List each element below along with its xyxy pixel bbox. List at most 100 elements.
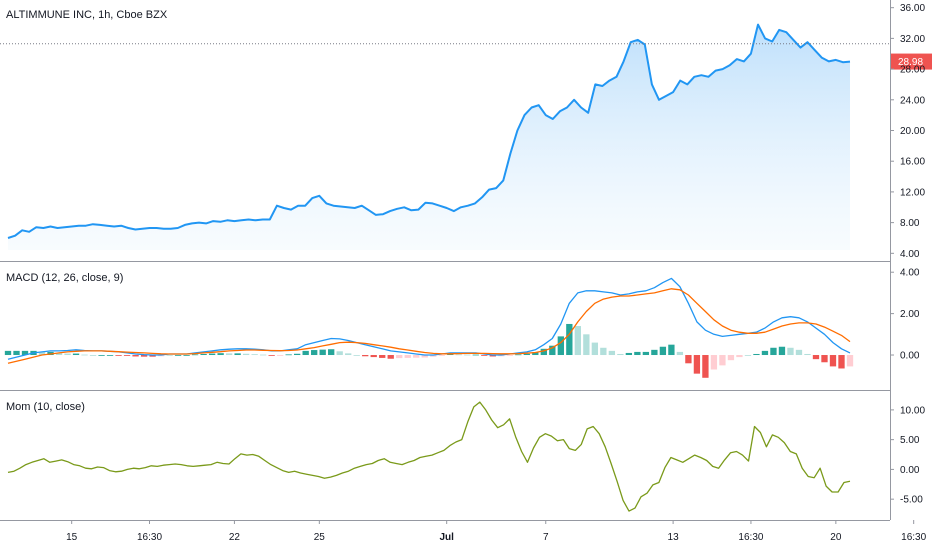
macd-histogram-bar — [174, 355, 182, 356]
macd-histogram-bar — [753, 353, 760, 356]
macd-histogram-bar — [566, 323, 573, 356]
macd-histogram-bar — [489, 355, 496, 357]
last-price-tag — [891, 53, 932, 70]
y-tick-label: 0.00 — [900, 351, 920, 362]
macd-histogram-bar — [421, 355, 428, 358]
macd-histogram-bar — [336, 351, 343, 356]
macd-histogram-bar — [277, 355, 284, 356]
macd-histogram-bar — [804, 353, 811, 356]
macd-histogram-bar — [183, 355, 190, 356]
y-tick-label: 20.00 — [900, 126, 925, 137]
y-tick-label: 0.00 — [900, 465, 920, 476]
macd-histogram-bar — [259, 354, 267, 356]
macd-histogram-bar — [98, 355, 105, 356]
y-tick-label: 5.00 — [900, 435, 920, 446]
macd-histogram-bar — [64, 353, 71, 356]
macd-histogram-bar — [481, 355, 488, 356]
y-tick-label: 12.00 — [900, 187, 925, 198]
macd-histogram-bar — [838, 355, 845, 369]
y-tick-label: 32.00 — [900, 34, 925, 45]
macd-histogram-bar — [294, 353, 301, 356]
macd-histogram-bar — [191, 354, 199, 356]
macd-histogram-bar — [600, 347, 607, 356]
macd-histogram-bar — [540, 348, 547, 356]
macd-histogram-bar — [574, 326, 581, 356]
macd-histogram-bar — [430, 355, 437, 357]
main-chart-title: ALTIMMUNE INC, 1h, Cboe BZX — [6, 9, 168, 21]
macd-histogram-bar — [702, 355, 709, 378]
macd-histogram-bar — [523, 353, 530, 356]
macd-histogram-bar — [557, 336, 564, 356]
macd-histogram-bar — [659, 346, 667, 356]
macd-histogram-bar — [21, 350, 29, 356]
macd-title: MACD (12, 26, close, 9) — [6, 272, 124, 284]
y-tick-label: 8.00 — [900, 218, 920, 229]
macd-histogram-bar — [608, 350, 616, 356]
x-tick-label: 25 — [314, 532, 326, 543]
macd-histogram-bar — [464, 354, 471, 356]
macd-histogram-bar — [549, 345, 556, 356]
y-tick-label: 10.00 — [900, 405, 925, 416]
macd-histogram-bar — [846, 355, 854, 367]
chart-grid — [0, 0, 891, 521]
macd-histogram-bar — [404, 355, 411, 358]
macd-histogram-bar — [617, 353, 624, 356]
price-axis[interactable]: 36.00 32.00 28.00 24.00 20.00 16.00 12.00 8.00 4… — [890, 3, 925, 506]
macd-histogram-bar — [115, 355, 122, 356]
macd-histogram-bar — [472, 354, 479, 356]
macd-histogram-bar — [225, 353, 233, 356]
momentum-line[interactable] — [7, 401, 851, 512]
macd-histogram-bar — [532, 352, 539, 356]
macd-histogram-bar — [634, 351, 641, 356]
macd-pane[interactable] — [4, 277, 854, 378]
x-tick-label: 16:30 — [738, 532, 763, 543]
price-pane[interactable]: 28.98 — [0, 23, 932, 250]
macd-histogram-bar — [736, 355, 743, 358]
macd-histogram-bar — [132, 355, 139, 357]
x-tick-label: 16:30 — [137, 532, 162, 543]
macd-histogram-bar — [515, 354, 522, 356]
x-tick-label: 15 — [66, 532, 78, 543]
macd-histogram-bar — [761, 350, 769, 356]
macd-histogram-bar — [821, 355, 828, 363]
macd-histogram-bar — [727, 355, 735, 361]
macd-histogram-bar — [396, 355, 403, 359]
macd-histogram-bar — [447, 354, 454, 356]
y-tick-label: 4.00 — [900, 249, 920, 260]
macd-histogram-bar — [744, 355, 752, 356]
macd-histogram-bar — [710, 355, 718, 370]
macd-histogram-bar — [311, 350, 318, 356]
y-tick-label: 36.00 — [900, 3, 925, 14]
macd-histogram-bar — [693, 355, 701, 374]
macd-histogram-bar — [234, 353, 241, 356]
macd-histogram-bar — [268, 355, 275, 356]
macd-histogram-bar — [379, 355, 386, 358]
time-axis[interactable]: 15 16:30 22 25 Jul 7 13 16:30 20 16:30 — [66, 520, 927, 543]
macd-histogram-bar — [89, 355, 97, 356]
x-tick-label: Jul — [439, 532, 454, 543]
macd-histogram-bar — [591, 342, 599, 356]
macd-histogram-bar — [4, 350, 12, 356]
momentum-title: Mom (10, close) — [6, 401, 85, 413]
macd-histogram-bar — [625, 352, 633, 356]
macd-histogram-bar — [676, 351, 684, 356]
macd-line[interactable] — [7, 277, 851, 360]
macd-histogram-bar — [413, 355, 420, 358]
macd-histogram-bar — [795, 349, 803, 356]
macd-histogram-bar — [770, 347, 777, 356]
macd-histogram-bar — [38, 351, 46, 356]
macd-histogram-bar — [506, 355, 513, 356]
macd-histogram-bar — [668, 344, 675, 356]
macd-histogram-bar — [242, 353, 250, 356]
macd-histogram-bar — [778, 346, 786, 356]
macd-histogram-bar — [285, 354, 292, 356]
y-tick-label: 16.00 — [900, 157, 925, 168]
signal-line[interactable] — [7, 288, 851, 364]
macd-histogram-bar — [319, 349, 326, 356]
y-tick-label: -5.00 — [900, 495, 923, 506]
momentum-pane[interactable] — [7, 401, 851, 512]
macd-histogram-bar — [345, 353, 352, 356]
price-line[interactable] — [7, 23, 851, 239]
macd-histogram-bar — [829, 355, 837, 367]
